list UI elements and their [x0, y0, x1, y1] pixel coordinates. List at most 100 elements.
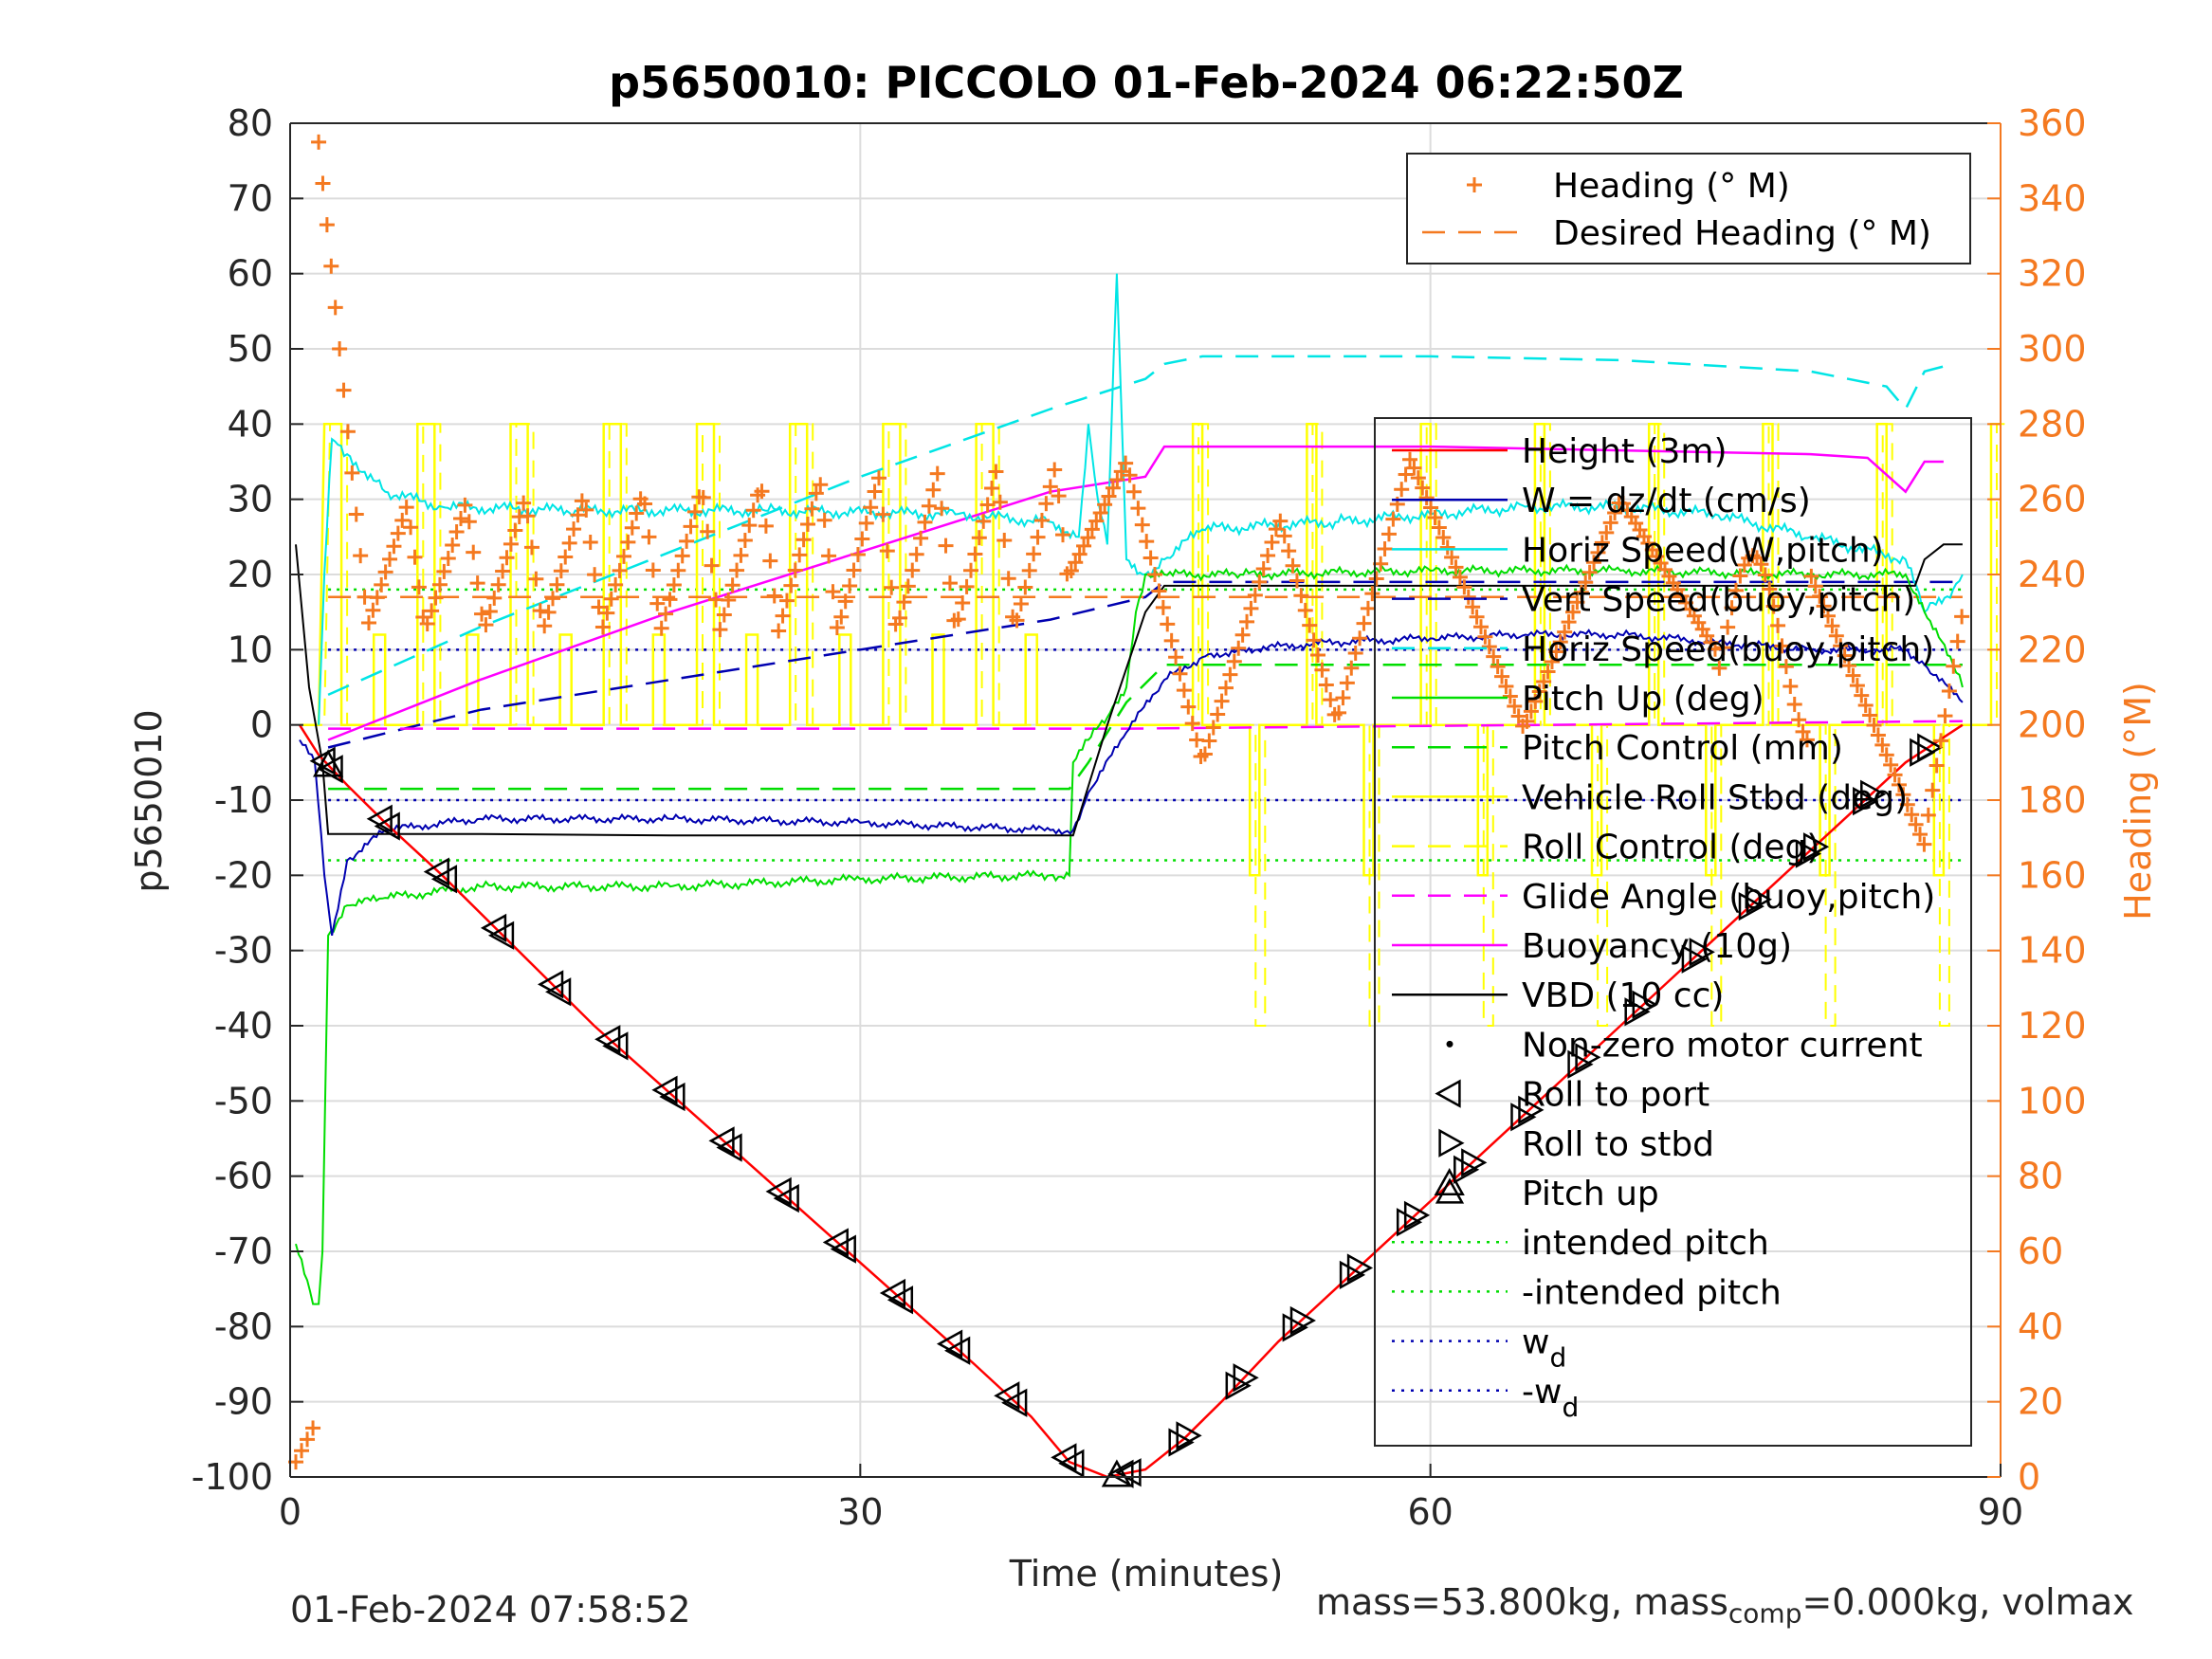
heading-marker: [771, 623, 787, 639]
heading-marker: [792, 547, 808, 563]
y2-tick-label: 180: [2018, 779, 2087, 821]
heading-marker: [1540, 664, 1556, 680]
heading-marker: [879, 543, 895, 559]
heading-marker: [1895, 787, 1911, 803]
heading-marker: [311, 134, 327, 150]
heading-marker: [1418, 490, 1435, 506]
legend-label-text: Buoyancy (10g): [1522, 927, 1792, 966]
legend-label-text: w: [1522, 1323, 1549, 1362]
heading-marker: [1352, 630, 1368, 647]
marker-roll-stbd: [1624, 997, 1651, 1027]
heading-marker: [1210, 706, 1226, 722]
heading-marker: [1460, 589, 1476, 605]
heading-marker: [1724, 600, 1740, 616]
legend-sample-tri-left: [1435, 1079, 1461, 1108]
heading-marker: [1180, 699, 1197, 715]
heading-marker: [934, 501, 950, 517]
heading-marker: [1155, 599, 1171, 615]
heading-marker: [1866, 717, 1882, 733]
legend-label-text: intended pitch: [1522, 1224, 1769, 1263]
y-tick-label: 50: [228, 328, 273, 370]
y2-tick-label: 240: [2018, 554, 2087, 595]
heading-marker: [1949, 633, 1965, 649]
heading-marker: [1728, 582, 1744, 598]
heading-marker: [1000, 571, 1016, 587]
heading-marker: [724, 577, 740, 593]
heading-marker: [419, 616, 435, 632]
marker-roll-stbd: [1681, 944, 1708, 974]
heading-marker: [1782, 678, 1799, 694]
heading-marker: [466, 544, 482, 560]
heading-marker: [1013, 595, 1029, 611]
heading-marker: [319, 217, 335, 233]
legend-label: Roll to port: [1522, 1076, 1709, 1115]
heading-marker: [992, 494, 1008, 510]
legend-label-text: Vehicle Roll Stbd (deg): [1522, 778, 1908, 817]
marker-roll-port: [1001, 1388, 1028, 1417]
heading-marker: [445, 538, 461, 554]
heading-marker: [1507, 698, 1523, 714]
heading-marker: [1908, 816, 1924, 832]
heading-marker: [1862, 707, 1878, 723]
heading-marker: [870, 470, 887, 486]
heading-marker: [574, 493, 590, 509]
marker-roll-port: [830, 1234, 856, 1264]
heading-marker: [955, 595, 971, 611]
heading-marker: [1456, 579, 1472, 595]
heading-marker: [858, 515, 874, 531]
heading-marker: [875, 506, 891, 522]
heading-marker: [863, 500, 879, 516]
heading-marker: [1552, 634, 1568, 650]
marker-roll-stbd: [1738, 891, 1764, 921]
legend-label-text: Pitch Control (mm): [1522, 729, 1843, 768]
heading-marker: [587, 567, 603, 583]
heading-marker: [1599, 524, 1615, 540]
legend-label: Glide Angle (buoy,pitch): [1522, 878, 1935, 917]
y2-tick-label: 140: [2018, 930, 2087, 972]
heading-marker: [1795, 723, 1811, 739]
marker-roll-port: [545, 977, 572, 1007]
legend-label: Pitch up: [1522, 1175, 1659, 1213]
heading-marker: [1080, 530, 1096, 546]
heading-marker: [1009, 612, 1025, 629]
heading-marker: [1586, 555, 1602, 571]
heading-marker: [1581, 564, 1598, 580]
heading-marker: [996, 532, 1013, 548]
heading-marker: [967, 546, 983, 562]
heading-marker: [474, 606, 490, 622]
y-tick-label: 80: [228, 102, 273, 144]
heading-marker: [741, 518, 758, 534]
marker-roll-port: [374, 811, 400, 841]
heading-marker: [1444, 549, 1460, 565]
marker-roll-stbd: [1346, 1253, 1374, 1283]
heading-marker: [591, 599, 607, 615]
heading-marker: [1569, 594, 1585, 611]
heading-marker: [1845, 667, 1861, 684]
heading-marker: [336, 382, 352, 398]
legend-label: intended pitch: [1522, 1224, 1769, 1263]
heading-marker: [1448, 559, 1464, 575]
heading-marker: [1234, 627, 1251, 643]
marker-roll-stbd: [1225, 1371, 1252, 1400]
heading-marker: [1360, 600, 1376, 616]
heading-marker: [436, 563, 452, 579]
heading-marker: [339, 424, 356, 440]
footer-timestamp: 01-Feb-2024 07:58:52: [290, 1589, 691, 1631]
heading-marker: [578, 501, 594, 518]
heading-marker: [1139, 534, 1155, 550]
heading-marker: [1398, 466, 1414, 483]
footer-mass-tail: =0.000kg, volmax: [1801, 1581, 2134, 1623]
heading-marker: [1042, 479, 1058, 495]
legend-sample-dot: [1446, 1040, 1453, 1048]
legend-label-text: Height (3m): [1522, 432, 1728, 471]
heading-marker: [1557, 624, 1573, 640]
heading-marker: [662, 592, 678, 608]
heading-marker: [1252, 574, 1268, 590]
legend-label-text: W = dz/dt (cm/s): [1522, 482, 1811, 520]
heading-marker: [653, 620, 669, 636]
legend-label-text: Heading (° M): [1553, 167, 1790, 206]
heading-marker: [1490, 659, 1506, 675]
legend-label: Pitch Control (mm): [1522, 729, 1843, 768]
heading-marker: [1803, 568, 1819, 584]
marker-pitch-up: [1434, 1168, 1465, 1196]
